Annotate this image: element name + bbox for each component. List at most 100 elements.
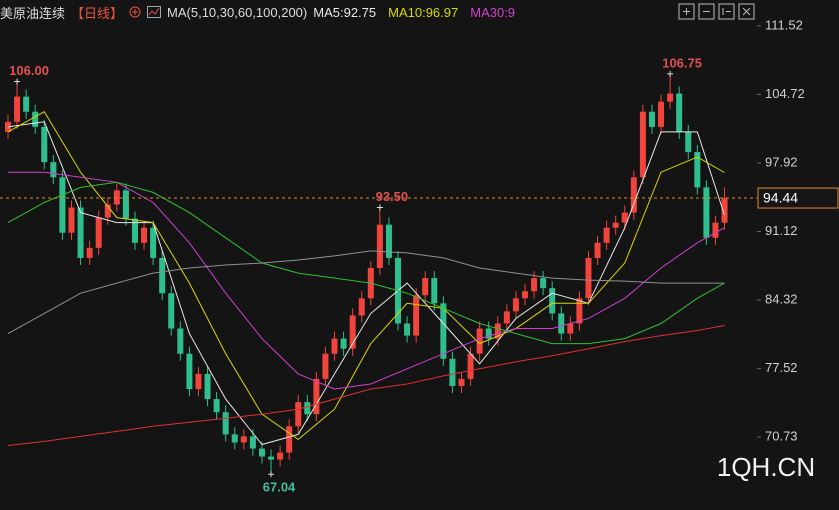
candle-body: [331, 338, 338, 354]
candle-body: [413, 295, 420, 336]
candle-body: [422, 278, 429, 296]
extreme-label: 67.04: [263, 480, 296, 495]
ma-line: [8, 171, 725, 390]
candle-body: [68, 207, 75, 233]
candle-body: [50, 162, 57, 178]
candle-body: [494, 323, 501, 339]
candle-body: [658, 101, 665, 127]
candle-body: [503, 311, 510, 324]
candle-body: [340, 338, 347, 349]
candle-body: [59, 177, 66, 233]
candle-body: [639, 111, 646, 178]
icon: [742, 7, 751, 16]
legend-entry: MA10:96.97: [388, 4, 459, 20]
candle-body: [222, 412, 229, 435]
candle-body: [41, 126, 48, 163]
candle-body: [95, 217, 102, 248]
candle-body: [603, 227, 610, 243]
extreme-label: 93.50: [376, 189, 409, 204]
period[interactable]: 【日线】: [71, 5, 124, 21]
candle-body: [159, 257, 166, 294]
candle-body: [168, 293, 175, 329]
last-price-label: 94.44: [763, 190, 798, 206]
y-tick-label: 97.92: [765, 154, 798, 169]
candle-body: [467, 353, 474, 379]
candle-body: [612, 222, 619, 228]
symbol: 美原油连续: [0, 5, 66, 21]
candle-body: [349, 315, 356, 349]
candle-body: [186, 353, 193, 390]
candle-body: [440, 303, 447, 359]
ma-line: [7, 181, 725, 345]
legend-entry: MA5:92.75: [313, 4, 377, 20]
ma-label: MA(5,10,30,60,100,200): [167, 4, 308, 20]
last-price-box: [757, 187, 839, 209]
extreme-marker: [268, 471, 275, 478]
candle-body: [576, 298, 583, 324]
extreme-marker: [376, 204, 383, 211]
candle-body: [150, 227, 157, 258]
toolbar-button[interactable]: [718, 3, 735, 20]
toolbar-button[interactable]: [678, 3, 695, 20]
candle-body: [485, 328, 492, 339]
add-icon[interactable]: [129, 6, 141, 18]
y-tick-label: 84.32: [765, 292, 798, 307]
candle-body: [249, 436, 256, 449]
candle-body: [213, 399, 220, 413]
candle-body: [449, 358, 456, 386]
candle-body: [14, 96, 21, 122]
candle-body: [540, 278, 547, 289]
candle-body: [240, 436, 247, 443]
y-tick-label: 91.12: [765, 223, 798, 238]
candle-body: [648, 111, 655, 127]
candle-body: [431, 278, 438, 304]
candle-body: [258, 448, 265, 457]
candle-body: [177, 328, 184, 354]
candle-body: [567, 323, 574, 334]
y-tick-label: 77.52: [765, 360, 798, 375]
candle-body: [358, 298, 365, 316]
candle-body: [404, 323, 411, 336]
candle-body: [694, 152, 701, 188]
ma-line: [7, 250, 725, 335]
legend-entry: MA30:9: [470, 4, 516, 20]
candle-body: [322, 353, 329, 379]
header: 美原油连续 【日线】 MA(5,10,30,60,100,200) MA5:92…: [0, 2, 515, 22]
toolbar-button[interactable]: [738, 3, 755, 20]
y-tick-label: 111.52: [765, 17, 803, 32]
candle-body: [113, 190, 120, 205]
candle-body: [77, 207, 84, 258]
candle-body: [86, 247, 93, 258]
candle-body: [277, 452, 284, 460]
candle-body: [458, 378, 465, 386]
extreme-marker: [14, 78, 21, 85]
candle-body: [676, 93, 683, 132]
candle-body: [721, 198, 728, 223]
extreme-label: 106.00: [9, 63, 49, 78]
toolbar-icons: [678, 3, 755, 20]
y-tick-label: 70.73: [765, 429, 798, 444]
ma-line: [7, 325, 725, 446]
candle-body: [703, 187, 710, 238]
candle-body: [295, 402, 302, 427]
y-tick-label: 104.72: [765, 86, 805, 101]
ma-line: [7, 111, 725, 441]
candle-body: [712, 222, 719, 238]
candle-body: [23, 96, 30, 112]
candle-body: [195, 373, 202, 390]
toolbar-button[interactable]: [698, 3, 715, 20]
candle-body: [476, 328, 483, 354]
candle-body: [685, 131, 692, 153]
candle-body: [521, 291, 528, 299]
icon: [683, 8, 690, 15]
candle-body: [385, 224, 392, 258]
candle-body: [286, 426, 293, 453]
indicator-icon[interactable]: [147, 6, 162, 18]
candle-body: [268, 456, 275, 460]
candle-body: [231, 434, 238, 443]
candle-body: [141, 227, 148, 243]
extreme-label: 106.75: [662, 55, 702, 70]
candle-body: [549, 288, 556, 314]
candle-body: [512, 298, 519, 312]
candle-body: [376, 224, 383, 269]
